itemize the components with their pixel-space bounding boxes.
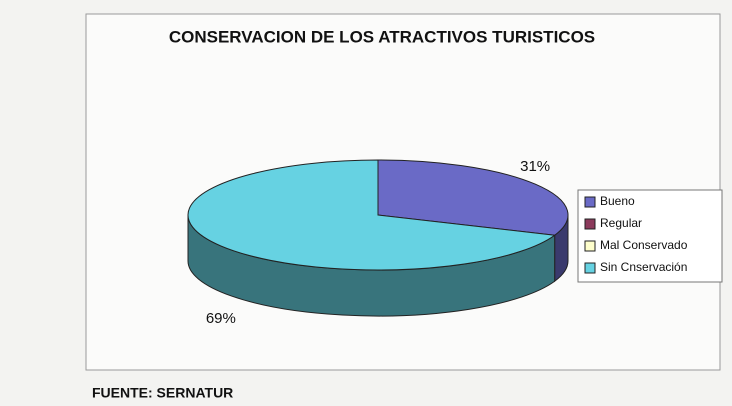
legend-swatch	[584, 218, 596, 230]
legend-swatch	[584, 196, 596, 208]
legend-label: Sin Cnservación	[600, 260, 687, 274]
data-label: 69%	[206, 310, 236, 327]
source-note: FUENTE: SERNATUR	[92, 385, 233, 401]
pie-slice	[377, 159, 569, 236]
legend-label: Bueno	[600, 194, 635, 208]
legend-label: Regular	[600, 216, 642, 230]
legend-swatch	[584, 240, 596, 252]
legend-box	[577, 189, 723, 283]
legend-label: Mal Conservado	[600, 238, 688, 252]
legend-swatch	[584, 262, 596, 274]
chart-title: CONSERVACION DE LOS ATRACTIVOS TURISTICO…	[169, 27, 595, 46]
data-label: 31%	[520, 158, 550, 175]
pie-slice	[187, 159, 556, 271]
